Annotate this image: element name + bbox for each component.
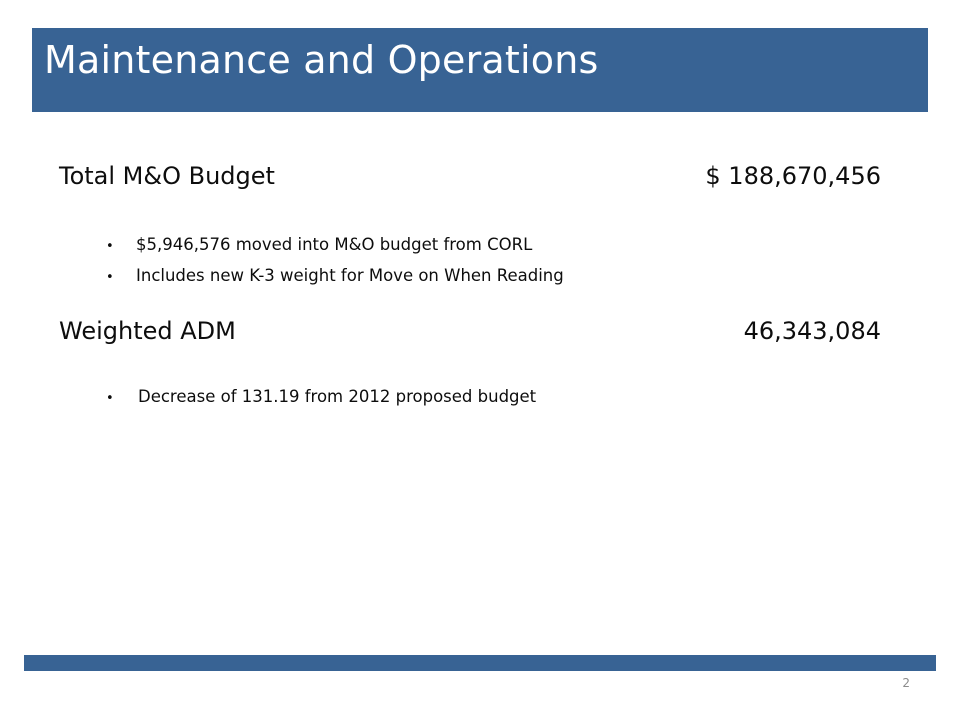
- weighted-adm-label: Weighted ADM: [59, 317, 236, 345]
- bullet-dot-icon: •: [106, 391, 114, 406]
- bullet-text: Decrease of 131.19 from 2012 proposed bu…: [138, 387, 537, 406]
- bullet-item: • $5,946,576 moved into M&O budget from …: [106, 230, 564, 261]
- bullet-dot-icon: •: [106, 270, 114, 285]
- bullet-item: • Includes new K-3 weight for Move on Wh…: [106, 261, 564, 292]
- footer-bar: [24, 655, 936, 671]
- page-number: 2: [902, 676, 910, 690]
- weighted-adm-value: 46,343,084: [743, 317, 881, 345]
- bullet-dot-icon: •: [106, 239, 114, 254]
- bullet-item: • Decrease of 131.19 from 2012 proposed …: [106, 382, 536, 413]
- weighted-adm-row: Weighted ADM 46,343,084: [59, 317, 881, 345]
- budget-row: Total M&O Budget $ 188,670,456: [59, 162, 881, 190]
- budget-value: $ 188,670,456: [705, 162, 881, 190]
- budget-label: Total M&O Budget: [59, 162, 275, 190]
- weighted-adm-bullet-list: • Decrease of 131.19 from 2012 proposed …: [106, 382, 536, 413]
- bullet-text: $5,946,576 moved into M&O budget from CO…: [136, 235, 533, 254]
- bullet-text: Includes new K-3 weight for Move on When…: [136, 266, 564, 285]
- slide-title: Maintenance and Operations: [44, 38, 599, 82]
- title-bar: Maintenance and Operations: [32, 28, 928, 112]
- budget-bullet-list: • $5,946,576 moved into M&O budget from …: [106, 230, 564, 292]
